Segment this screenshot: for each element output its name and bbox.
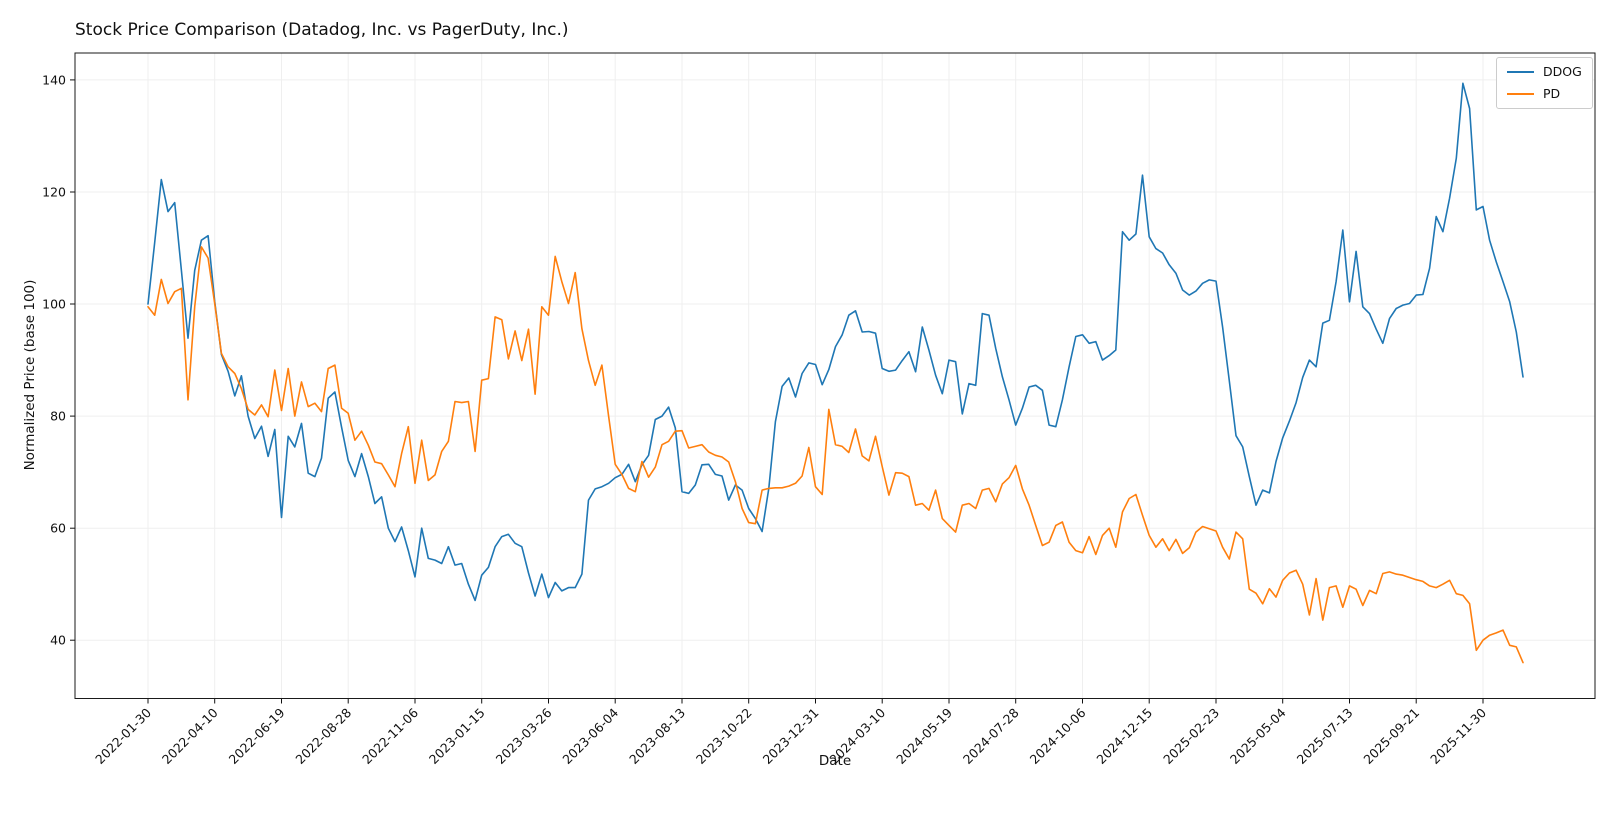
y-tick-label: 140 [42, 72, 66, 87]
legend-swatch-PD [1507, 92, 1534, 95]
y-tick-label: 40 [50, 633, 66, 648]
series-line-DDOG [147, 82, 1524, 602]
series-line-PD [147, 246, 1524, 664]
legend-label: DDOG [1543, 64, 1582, 79]
legend-item-DDOG: DDOG [1507, 64, 1582, 79]
y-tick-label: 80 [50, 409, 66, 424]
gridlines [75, 53, 1595, 699]
chart-title: Stock Price Comparison (Datadog, Inc. vs… [75, 20, 569, 40]
x-axis-label: Date [818, 753, 852, 769]
tick-marks [70, 79, 1484, 704]
y-tick-label: 60 [50, 521, 66, 536]
legend-swatch-DDOG [1507, 71, 1534, 74]
legend-item-PD: PD [1507, 85, 1582, 101]
plot-border [74, 52, 1596, 699]
y-tick-label: 100 [42, 297, 66, 312]
y-tick-label: 120 [42, 185, 66, 200]
y-axis-label: Normalized Price (base 100) [22, 279, 38, 471]
series-lines [147, 82, 1524, 664]
legend-label: PD [1543, 85, 1561, 101]
legend: DDOG PD [1496, 57, 1593, 109]
